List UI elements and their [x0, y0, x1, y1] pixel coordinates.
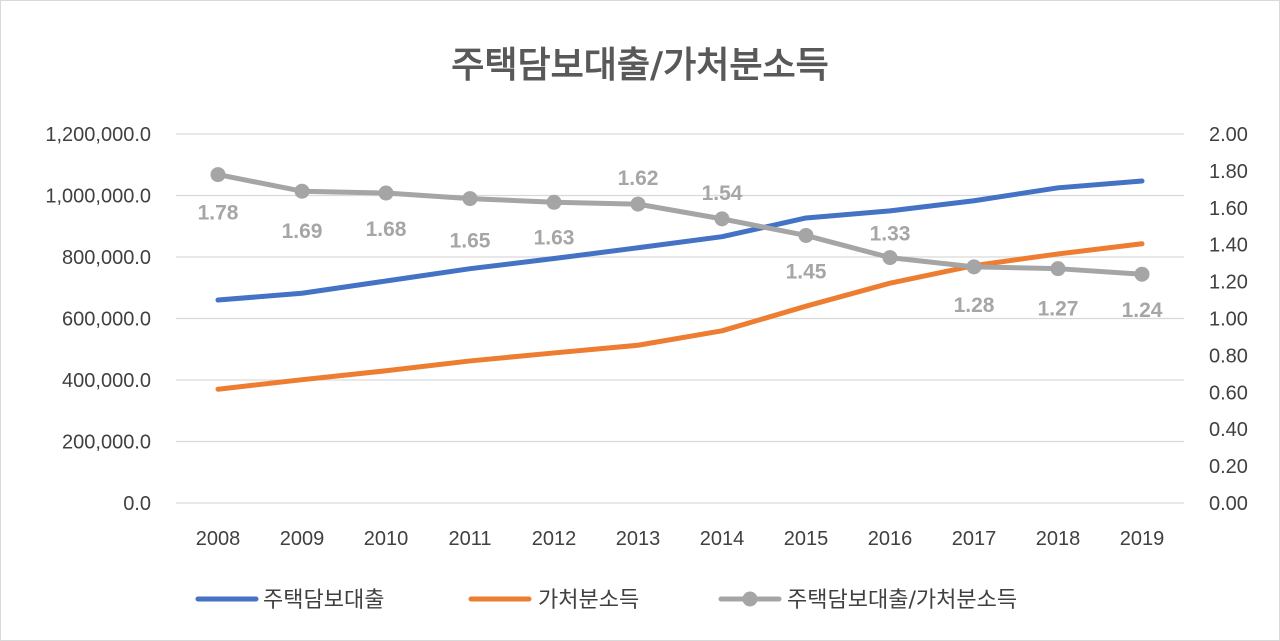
legend-label: 주택담보대출: [263, 588, 384, 613]
x-tick-label: 2011: [448, 528, 491, 550]
right-tick-label: 0.80: [1209, 345, 1248, 367]
series-3-point: [210, 167, 226, 183]
data-label: 1.45: [786, 260, 827, 283]
data-label: 1.24: [1122, 299, 1163, 322]
x-tick-label: 2018: [1036, 528, 1081, 550]
data-label: 1.62: [618, 167, 659, 190]
right-y-axis: 0.00 0.20 0.40 0.60 0.80 1.00 1.20 1.40 1.60 1.80…: [1209, 124, 1248, 515]
right-tick-label: 2.00: [1209, 124, 1248, 146]
series-3-point: [882, 250, 898, 266]
x-tick-label: 2009: [280, 528, 325, 550]
series-lines: [210, 167, 1150, 392]
series-3-point: [630, 196, 646, 212]
right-tick-label: 0.00: [1209, 493, 1248, 515]
data-label: 1.68: [366, 218, 407, 241]
left-tick-label: 1,200,000.0: [45, 124, 151, 146]
legend-marker: [742, 591, 758, 607]
series-3-point: [1134, 266, 1150, 282]
x-axis: 2008 2009 2010 2011 2012 2013 2014 2015 2016 2017…: [196, 528, 1165, 550]
legend-label: 가처분소득: [538, 588, 639, 613]
x-tick-label: 2014: [700, 528, 745, 550]
data-label: 1.27: [1038, 298, 1079, 321]
series-3-point: [714, 211, 730, 227]
left-tick-label: 200,000.0: [62, 432, 151, 454]
x-tick-label: 2010: [364, 528, 409, 550]
series-1-line: [215, 178, 1145, 303]
gridlines: [176, 133, 1184, 504]
x-tick-label: 2017: [952, 528, 997, 550]
series-3-point: [1050, 261, 1066, 277]
left-y-axis: 0.0 200,000.0 400,000.0 600,000.0 800,000.0 1…: [45, 124, 151, 515]
series-3-point: [798, 227, 814, 243]
series-3-point: [294, 183, 310, 199]
data-label: 1.78: [198, 202, 239, 225]
series-3-line: [215, 172, 1145, 277]
series-3-point: [966, 259, 982, 275]
left-tick-label: 400,000.0: [62, 370, 151, 392]
right-tick-label: 0.20: [1209, 456, 1248, 478]
data-label: 1.69: [282, 220, 323, 243]
chart-title: 주택담보대출/가처분소득: [451, 45, 828, 86]
series-2-line: [215, 241, 1145, 392]
left-tick-label: 1,000,000.0: [45, 186, 151, 208]
x-tick-label: 2013: [616, 528, 661, 550]
data-label: 1.63: [534, 226, 575, 249]
legend-label: 주택담보대출/가처분소득: [787, 588, 1017, 613]
x-tick-label: 2016: [868, 528, 913, 550]
data-label: 1.65: [450, 230, 491, 253]
legend: 주택담보대출 가처분소득 주택담보대출/가처분소득: [195, 588, 1017, 613]
left-tick-label: 0.0: [123, 493, 151, 515]
x-tick-label: 2008: [196, 528, 241, 550]
left-tick-label: 800,000.0: [62, 247, 151, 269]
right-tick-label: 1.20: [1209, 272, 1248, 294]
data-label: 1.33: [870, 223, 911, 246]
series-3-point: [546, 194, 562, 210]
data-label: 1.28: [954, 294, 995, 317]
series-3-point: [462, 191, 478, 207]
x-tick-label: 2015: [784, 528, 829, 550]
data-labels: 1.78 1.69 1.68 1.65 1.63 1.62 1.54 1.45 1.33 1.28…: [198, 167, 1163, 322]
right-tick-label: 0.60: [1209, 382, 1248, 404]
left-tick-label: 600,000.0: [62, 309, 151, 331]
right-tick-label: 0.40: [1209, 419, 1248, 441]
right-tick-label: 1.40: [1209, 235, 1248, 257]
right-tick-label: 1.80: [1209, 161, 1248, 183]
right-tick-label: 1.00: [1209, 309, 1248, 331]
data-label: 1.54: [702, 182, 743, 205]
right-tick-label: 1.60: [1209, 198, 1248, 220]
x-tick-label: 2012: [532, 528, 577, 550]
series-3-point: [378, 185, 394, 201]
x-tick-label: 2019: [1120, 528, 1165, 550]
